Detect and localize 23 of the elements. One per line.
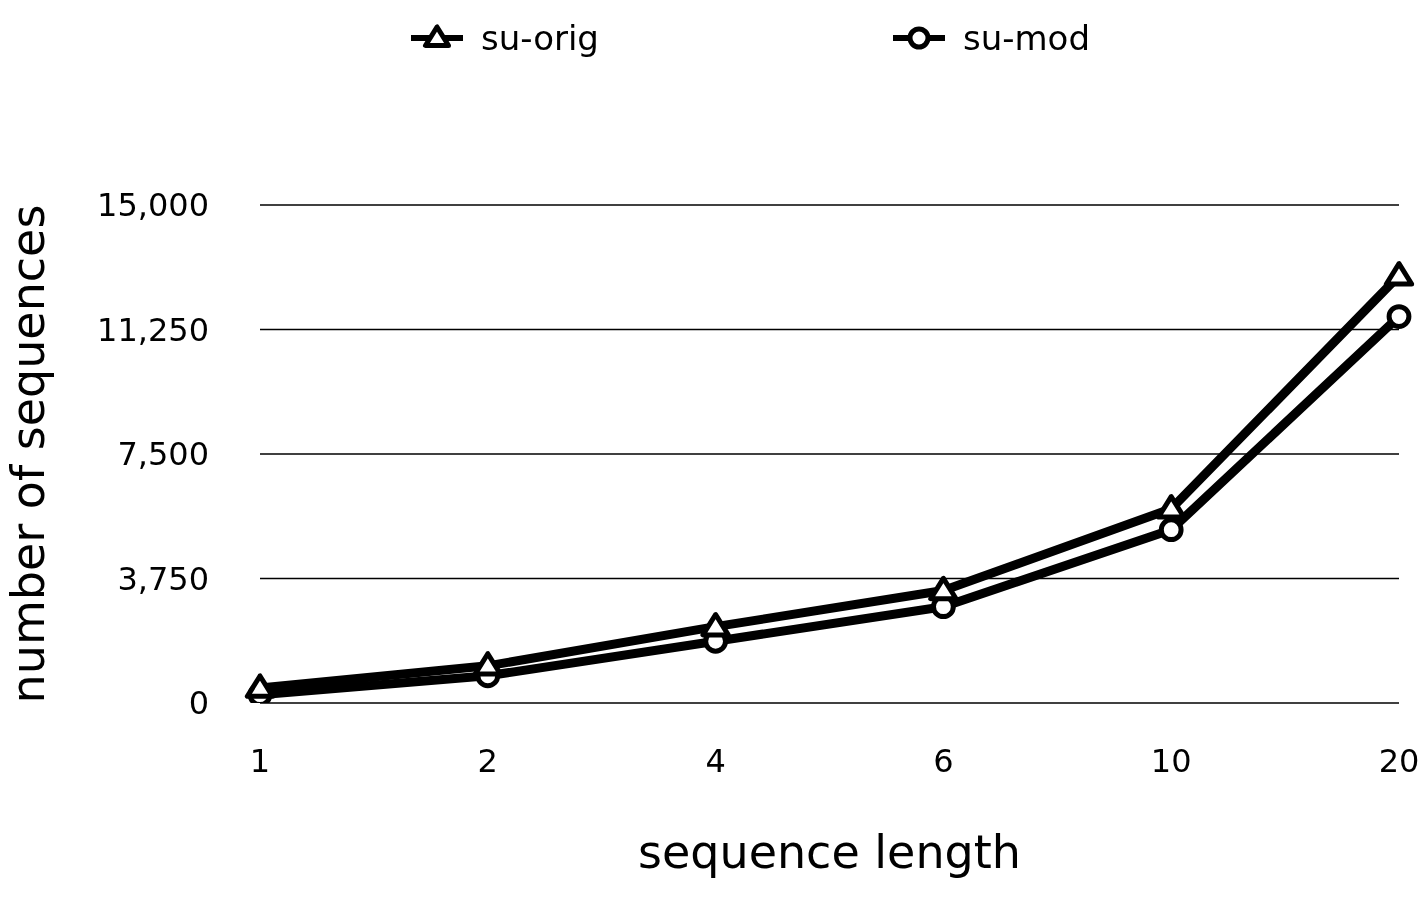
y-tick-label: 15,000	[97, 186, 209, 225]
x-tick-label: 20	[1378, 741, 1420, 780]
x-tick-label: 1	[249, 741, 271, 780]
point	[1158, 517, 1184, 543]
y-tick-label: 11,250	[97, 310, 209, 349]
y-tick-label: 3,750	[117, 559, 209, 598]
y-tick-label: 7,500	[117, 435, 209, 474]
point	[1156, 494, 1187, 520]
x-axis-title: sequence length	[638, 825, 1021, 879]
point	[244, 673, 276, 699]
point	[928, 575, 959, 602]
x-tick-label: 6	[933, 741, 954, 780]
x-tick-label: 4	[705, 741, 726, 780]
y-tick-label: 0	[188, 684, 209, 723]
point	[700, 612, 731, 638]
x-tick-label: 10	[1150, 741, 1192, 780]
x-tick-label: 2	[477, 741, 498, 780]
point	[1386, 304, 1412, 329]
legend-label: su-orig	[480, 18, 599, 58]
point	[472, 651, 503, 677]
legend-label: su-mod	[962, 18, 1091, 58]
point	[1383, 261, 1415, 287]
y-axis-title: number of sequences	[1, 204, 56, 704]
